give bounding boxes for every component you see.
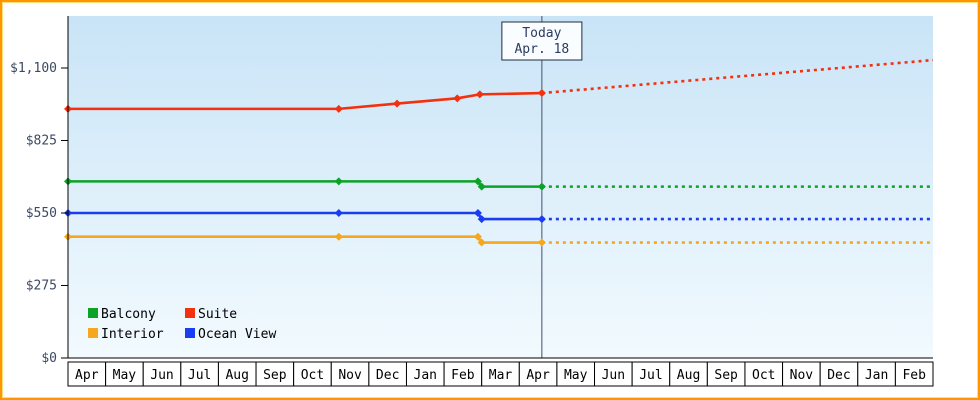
y-tick-label: $825 xyxy=(26,134,57,149)
series-forecast-line xyxy=(541,58,934,95)
data-point xyxy=(334,104,343,113)
month-cell xyxy=(217,361,257,387)
month-label: Jun xyxy=(150,368,173,383)
data-point xyxy=(477,238,486,247)
month-cell xyxy=(368,361,407,387)
legend-swatch xyxy=(88,308,98,318)
today-label-line1: Today xyxy=(522,26,561,41)
series-ocean-view xyxy=(64,209,933,224)
month-label: Aug xyxy=(677,368,700,383)
data-point xyxy=(473,177,482,186)
month-label: May xyxy=(113,368,137,383)
data-point xyxy=(477,215,486,224)
month-label: Nov xyxy=(790,368,814,383)
data-point xyxy=(334,177,343,186)
month-label: Dec xyxy=(376,368,399,383)
month-cell xyxy=(782,361,821,387)
data-point xyxy=(393,99,402,108)
month-cell xyxy=(857,361,896,387)
series-suite xyxy=(64,58,934,113)
month-cell xyxy=(594,361,633,387)
month-label: Jul xyxy=(188,368,211,383)
legend: Balcony Suite Interior Ocean View xyxy=(88,307,276,342)
data-point xyxy=(537,215,546,224)
month-label: Oct xyxy=(752,368,775,383)
month-cell xyxy=(706,361,746,387)
y-tick-label: $1,100 xyxy=(10,61,57,76)
month-label: Jun xyxy=(602,368,625,383)
legend-label: Suite xyxy=(198,307,237,322)
legend-label: Ocean View xyxy=(198,327,276,342)
series-line xyxy=(68,91,542,111)
legend-swatch xyxy=(185,328,195,338)
data-point xyxy=(537,182,546,191)
month-label: Dec xyxy=(827,368,850,383)
data-point xyxy=(477,182,486,191)
x-axis-months: Apr May Jun Jul Aug Sep Oct Nov Dec Jan Feb Mar Apr M… xyxy=(67,361,934,387)
month-cell xyxy=(105,361,144,387)
data-point xyxy=(473,209,482,217)
data-point xyxy=(334,232,343,241)
month-label: Sep xyxy=(263,368,287,383)
y-tick-label: $550 xyxy=(26,206,57,221)
data-point xyxy=(334,209,343,217)
month-label: Aug xyxy=(225,368,248,383)
legend-label: Balcony xyxy=(101,307,156,322)
data-point xyxy=(453,94,462,103)
data-point xyxy=(473,232,482,241)
month-label: Feb xyxy=(902,368,926,383)
month-cell xyxy=(293,361,332,387)
month-cell xyxy=(180,361,219,387)
month-cell xyxy=(894,361,934,387)
month-label: Jan xyxy=(865,368,888,383)
y-tick-label: $275 xyxy=(26,279,57,294)
month-label: Jul xyxy=(639,368,662,383)
month-cell xyxy=(67,361,107,387)
month-label: Oct xyxy=(301,368,324,383)
month-cell xyxy=(481,361,520,387)
y-axis: $0 $275 $550 $825 $1,100 xyxy=(10,16,933,366)
data-point xyxy=(537,89,546,98)
month-cell xyxy=(443,361,483,387)
series-balcony xyxy=(64,177,933,191)
month-label: Jan xyxy=(414,368,437,383)
month-cell xyxy=(744,361,784,387)
legend-swatch xyxy=(185,308,195,318)
y-tick-label: $0 xyxy=(41,351,57,366)
month-label: Nov xyxy=(338,368,362,383)
month-cell xyxy=(255,361,295,387)
today-label-line2: Apr. 18 xyxy=(514,42,569,57)
month-label: Sep xyxy=(714,368,738,383)
month-cell xyxy=(669,361,708,387)
legend-swatch xyxy=(88,328,98,338)
data-point xyxy=(475,90,484,99)
month-label: Apr xyxy=(526,368,550,383)
month-cell xyxy=(556,361,596,387)
month-label: Feb xyxy=(451,368,475,383)
month-label: Mar xyxy=(489,368,513,383)
month-cell xyxy=(405,361,445,387)
month-cell xyxy=(142,361,182,387)
data-point xyxy=(537,238,546,247)
month-cell xyxy=(518,361,558,387)
month-label: May xyxy=(564,368,588,383)
legend-label: Interior xyxy=(101,327,164,342)
month-cell xyxy=(631,361,671,387)
today-label-box xyxy=(501,21,583,61)
month-label: Apr xyxy=(75,368,99,383)
